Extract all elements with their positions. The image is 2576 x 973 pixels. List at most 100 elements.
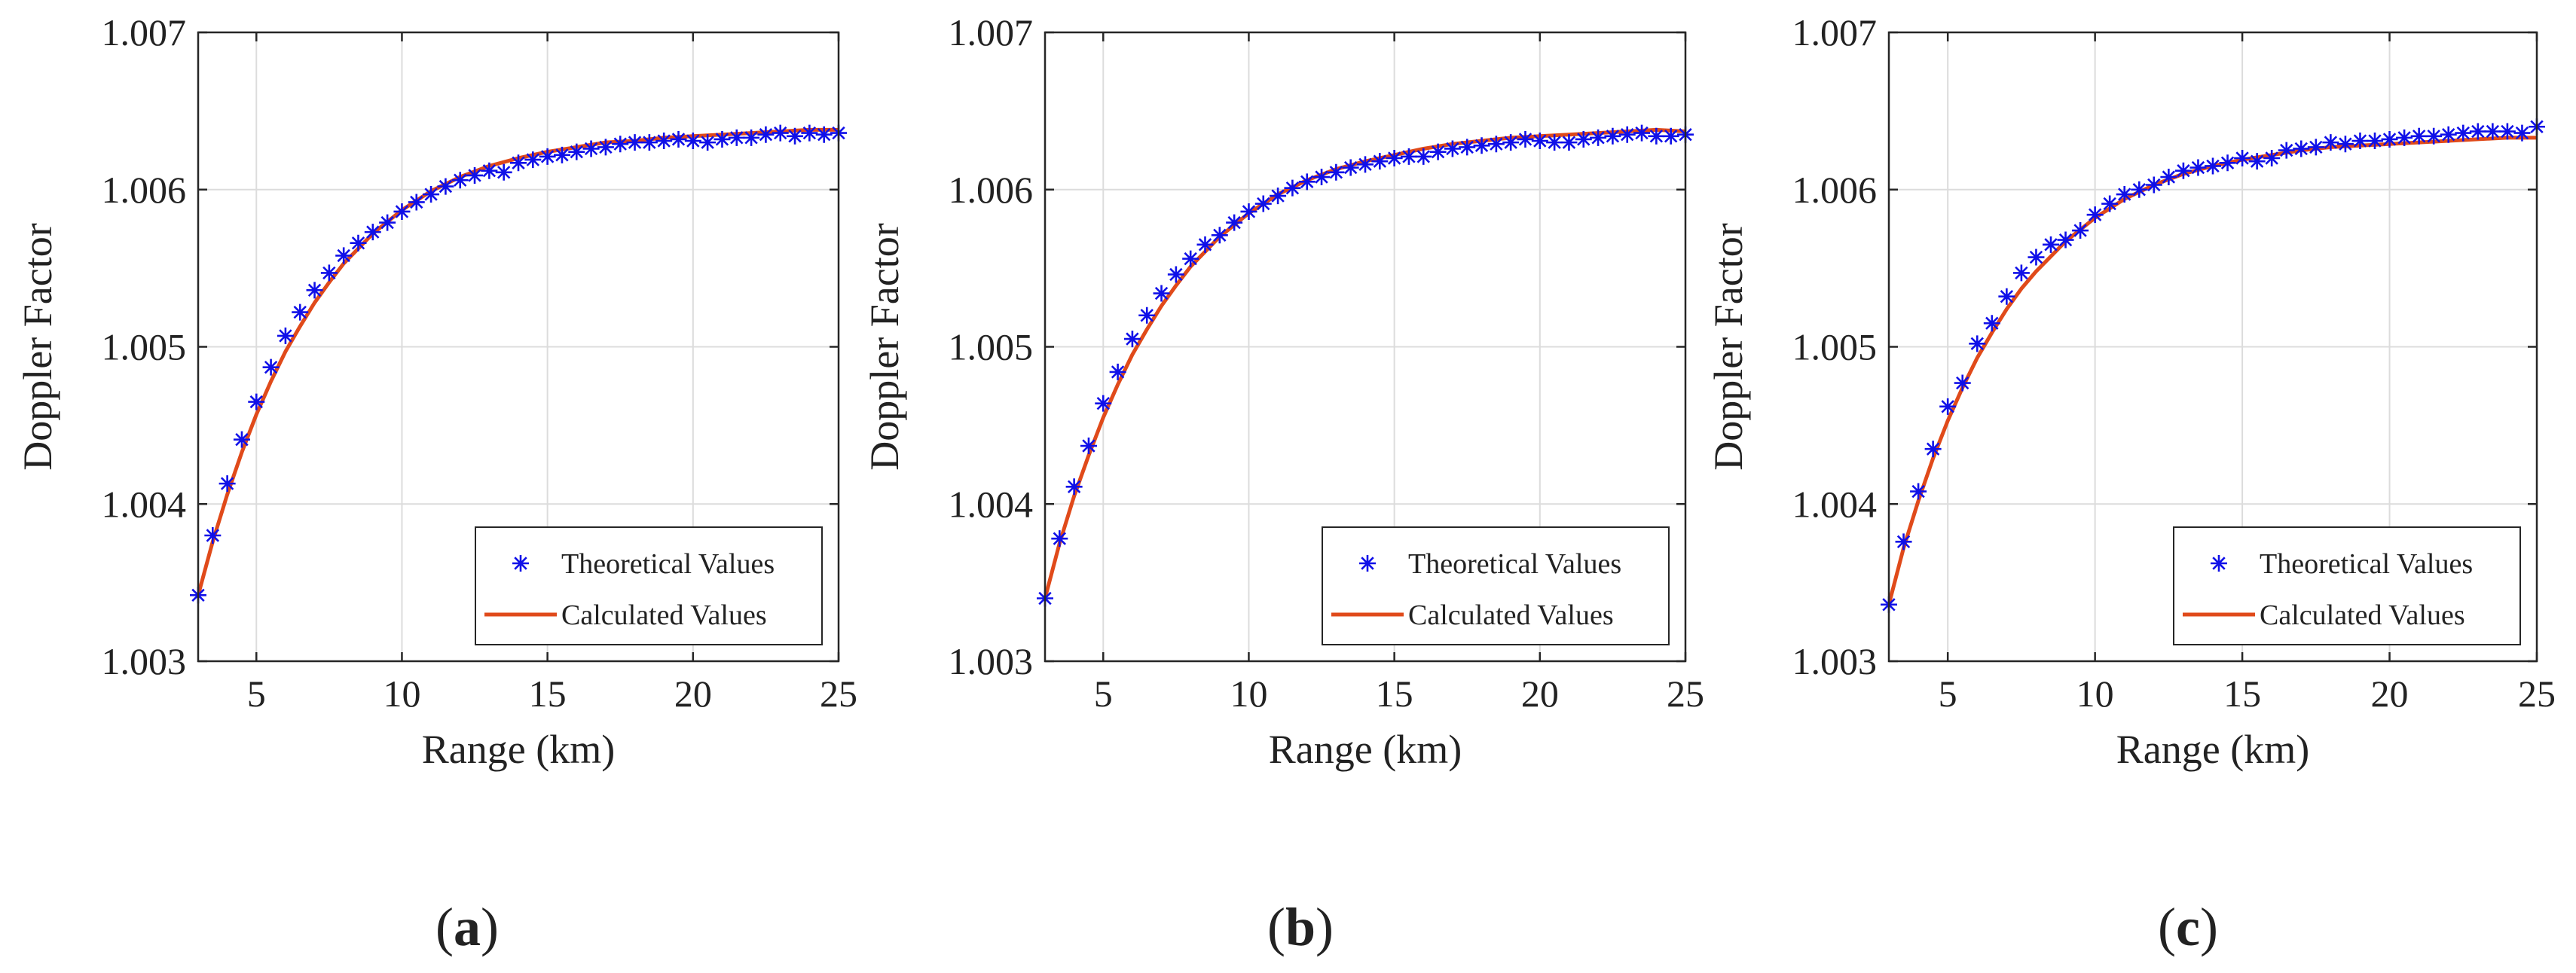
theoretical-point [248,393,265,410]
theoretical-point [1109,363,1126,380]
theoretical-point [466,166,484,184]
theoretical-point [1939,398,1957,415]
theoretical-point [1415,148,1432,165]
legend-calculated-label: Calculated Values [2260,599,2465,631]
legend-theoretical-label: Theoretical Values [1408,548,1621,580]
x-tick-label: 15 [1376,673,1413,715]
theoretical-point [1473,137,1490,154]
theoretical-point [1123,331,1141,348]
y-tick-label: 1.004 [102,483,187,525]
theoretical-point [582,140,600,157]
theoretical-point [1095,395,1112,412]
theoretical-point [423,186,440,203]
theoretical-point [1502,134,1520,151]
x-axis-label: Range (km) [422,727,615,772]
x-axis-label: Range (km) [1269,727,1462,772]
theoretical-point [2440,126,2457,143]
theoretical-point [568,143,585,160]
y-tick-label: 1.003 [102,640,187,682]
legend: Theoretical Values Calculated Values [1322,526,1670,645]
theoretical-point [524,151,542,169]
theoretical-point [1910,483,1927,500]
legend-theoretical-label: Theoretical Values [561,548,775,580]
x-tick-label: 25 [820,673,857,715]
y-axis-label: Doppler Factor [15,223,60,470]
theoretical-point [699,134,717,151]
theoretical-point [743,129,760,146]
theoretical-point [714,130,731,148]
theoretical-point [2513,124,2531,142]
caption-letter: c [2176,897,2200,957]
theoretical-point [408,194,425,211]
theoretical-point [1167,266,1184,283]
theoretical-point [787,127,804,145]
x-tick-label: 20 [2371,673,2409,715]
legend: Theoretical Values Calculated Values [2173,526,2521,645]
theoretical-point [2116,186,2133,203]
theoretical-point [1080,438,1097,455]
theoretical-point [2278,142,2295,159]
theoretical-point [2307,139,2324,156]
caption-open-paren: ( [2158,897,2176,957]
theoretical-point [655,133,673,150]
legend-calculated-label: Calculated Values [561,599,767,631]
y-axis-label: Doppler Factor [1706,223,1751,470]
theoretical-point [2322,134,2339,151]
theoretical-point [1895,533,1912,551]
legend-calculated-label: Calculated Values [1408,599,1614,631]
y-tick-label: 1.003 [1792,640,1878,682]
theoretical-point [350,234,367,252]
theoretical-point [1211,227,1228,244]
theoretical-point [1196,236,1214,253]
theoretical-point [335,247,353,264]
theoretical-point [204,527,222,544]
theoretical-point [1517,130,1534,148]
theoretical-point [2293,140,2310,157]
theoretical-point [510,154,527,172]
theoretical-point [2396,129,2413,146]
theoretical-point [1313,169,1331,186]
theoretical-point [1429,143,1447,160]
y-tick-label: 1.005 [102,326,187,368]
theoretical-point [320,264,338,282]
theoretical-point [1575,130,1592,148]
theoretical-point [2336,136,2354,153]
theoretical-point [2160,169,2177,186]
theoretical-point [597,139,614,156]
theoretical-point [2205,157,2221,175]
theoretical-point [1969,335,1986,352]
theoretical-point [626,134,643,151]
x-axis-label: Range (km) [2116,727,2309,772]
theoretical-point [1924,441,1942,458]
theoretical-point [1298,173,1316,191]
theoretical-point [218,475,236,493]
theoretical-point [1240,203,1257,220]
theoretical-point [2027,249,2045,266]
caption-letter: b [1285,897,1316,957]
theoretical-point [1618,126,1636,143]
theoretical-point [1983,315,2000,332]
theoretical-point [2425,127,2443,145]
theoretical-point [481,162,498,179]
theoretical-point [1371,153,1389,170]
theoretical-point [1270,188,1287,205]
caption-close-paren: ) [2200,897,2218,957]
theoretical-point [1590,129,1607,146]
x-tick-label: 25 [1667,673,1704,715]
theoretical-point [2219,154,2236,172]
y-axis-label: Doppler Factor [862,223,907,470]
theoretical-point [1648,127,1665,145]
theoretical-point [262,358,280,376]
x-tick-label: 10 [1230,673,1267,715]
theoretical-point [1546,134,1563,151]
theoretical-point [2263,150,2281,166]
theoretical-point [364,224,381,241]
theoretical-point [670,130,687,148]
y-tick-label: 1.004 [949,483,1034,525]
theoretical-point [728,129,745,146]
theoretical-point [495,163,512,181]
legend: Theoretical Values Calculated Values [475,526,823,645]
chart-panel-c: 5 10 15 20 25 1.003 1.004 1.005 1.006 1.007 Range … [1706,11,2556,772]
y-tick-label: 1.006 [1792,169,1878,211]
theoretical-point [2484,123,2501,140]
